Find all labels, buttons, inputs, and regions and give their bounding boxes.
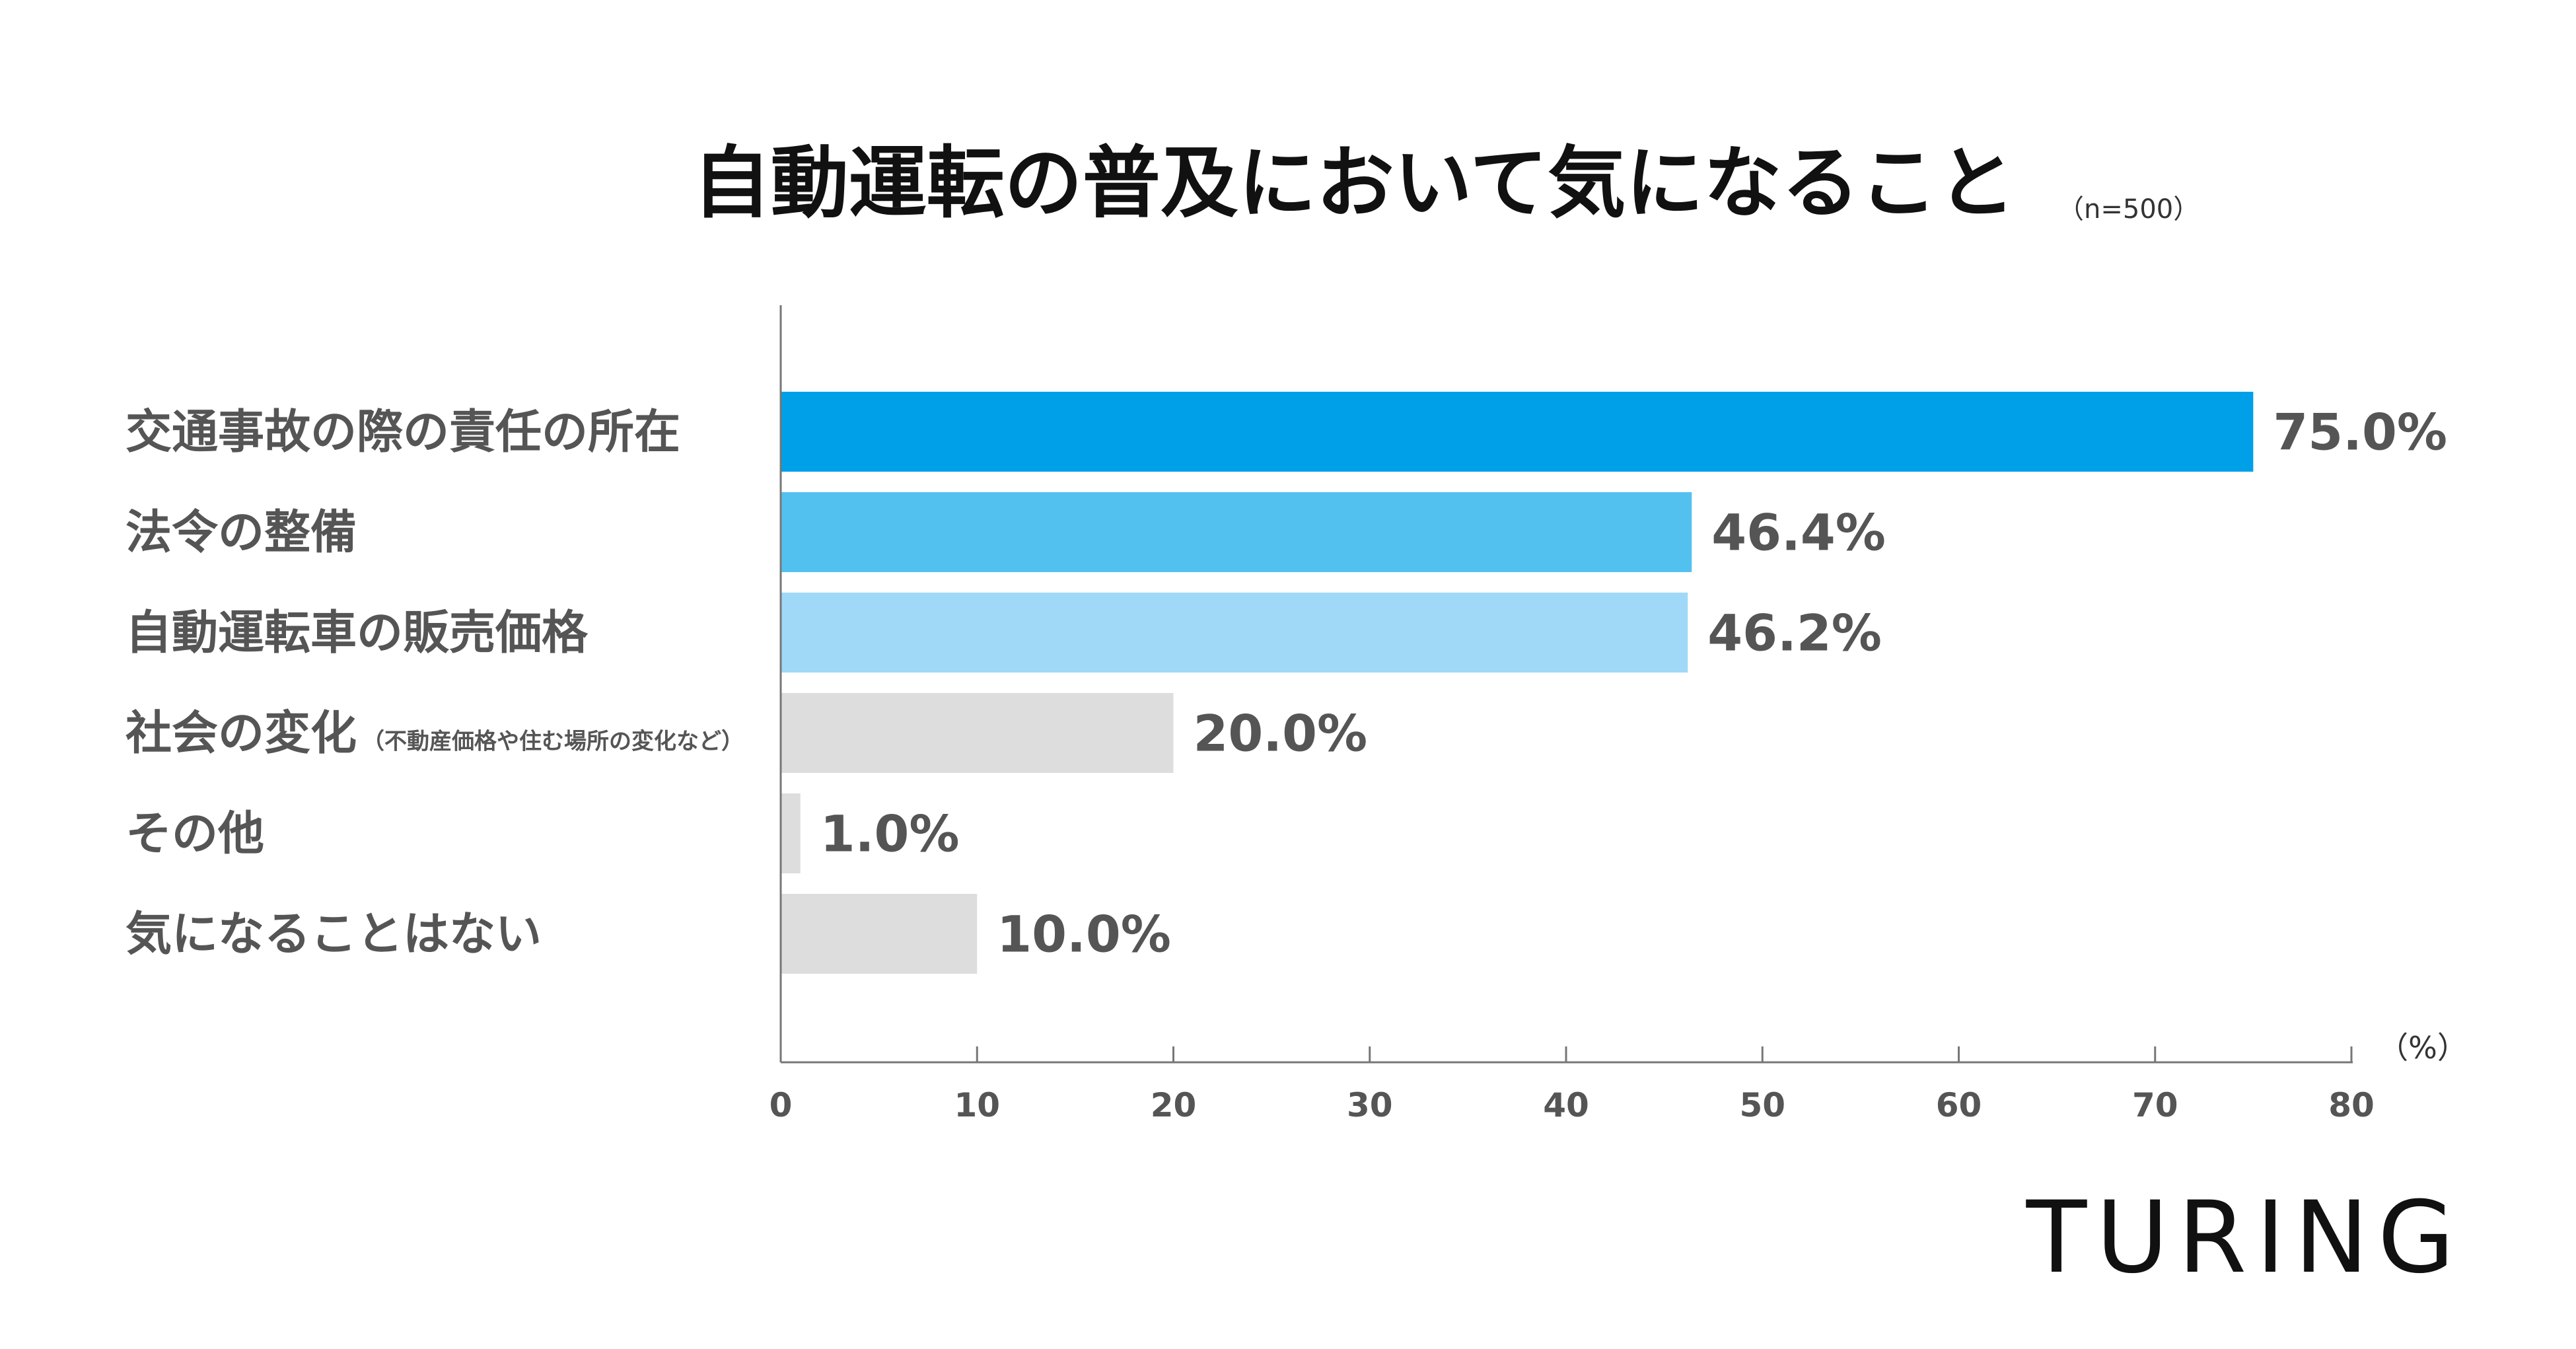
value-label: 10.0%: [997, 905, 1171, 964]
x-tick-label: 50: [1739, 1086, 1785, 1124]
value-labels: 75.0% 46.4% 46.2% 20.0% 1.0% 10.0%: [820, 403, 2447, 964]
x-tick-label: 10: [954, 1086, 1000, 1124]
x-tick-label: 20: [1151, 1086, 1197, 1124]
category-label: 法令の整備: [125, 505, 357, 560]
category-sublabel: （不動産価格や住む場所の変化など）: [362, 729, 744, 755]
x-axis-ticks: 0 10 20 30 40 50 60 70 80: [769, 1046, 2375, 1124]
bar: [781, 693, 1174, 773]
value-label: 75.0%: [2273, 403, 2447, 462]
bar: [781, 593, 1688, 673]
bar: [781, 793, 801, 873]
category-label: 交通事故の際の責任の所在: [125, 405, 680, 459]
value-label: 46.2%: [1707, 604, 1882, 663]
x-tick-label: 30: [1347, 1086, 1393, 1124]
x-tick-label: 40: [1543, 1086, 1589, 1124]
bar: [781, 392, 2254, 472]
category-label: 社会の変化 （不動産価格や住む場所の変化など）: [125, 706, 744, 760]
category-label: その他: [125, 807, 264, 861]
bar: [781, 492, 1692, 572]
bars: [781, 392, 2254, 974]
sample-size-note: （n=500）: [2057, 194, 2200, 225]
value-label: 46.4%: [1711, 503, 1886, 562]
value-label: 1.0%: [820, 805, 960, 863]
x-tick-label: 80: [2328, 1086, 2375, 1124]
x-tick-label: 70: [2132, 1086, 2178, 1124]
chart-title: 自動運転の普及において気になること: [693, 137, 2015, 229]
value-label: 20.0%: [1194, 704, 1368, 763]
x-tick-label: 0: [769, 1086, 793, 1124]
x-tick-label: 60: [1936, 1086, 1982, 1124]
bar: [781, 894, 978, 974]
category-label: 自動運転車の販売価格: [125, 606, 589, 660]
category-label: 気になることはない: [125, 907, 542, 961]
turing-logo: TURING: [2026, 1181, 2464, 1295]
unit-label: （%）: [2378, 1030, 2468, 1066]
